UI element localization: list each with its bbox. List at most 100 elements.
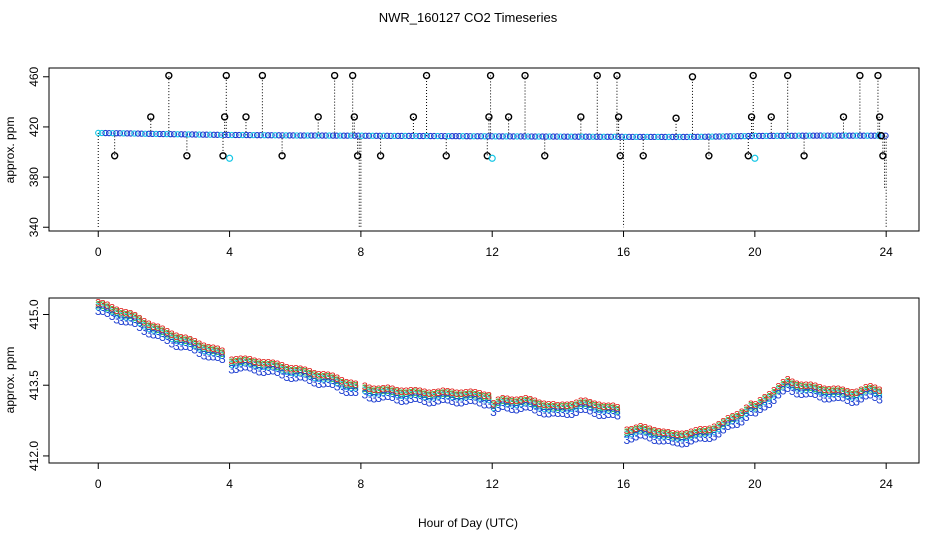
series-main-point: 3 (467, 393, 474, 407)
series-red-point: 3 (316, 369, 322, 381)
series-cyan-point: 3 (284, 366, 290, 378)
series-main-point: 3 (306, 373, 313, 387)
series-main-point: 3 (596, 408, 603, 422)
baseline-point (235, 131, 243, 139)
top-panel-frame (48, 67, 920, 232)
series-main-point: 3 (573, 405, 580, 419)
series-red-point: 3 (160, 324, 166, 336)
baseline-point (152, 130, 160, 138)
series-red-point: 3 (665, 427, 671, 439)
series-red-point: 3 (320, 370, 326, 382)
outlier-point (422, 71, 431, 80)
outlier-point (616, 152, 624, 160)
series-red-point: 3 (205, 342, 211, 354)
series-green-point: 3 (137, 315, 143, 327)
baseline-point (369, 132, 376, 139)
baseline-point (261, 132, 268, 139)
outlier-point (688, 73, 697, 81)
baseline-point (528, 133, 535, 140)
y-tick-label: 412.0 (27, 441, 41, 471)
baseline-point (488, 133, 496, 140)
series-main-point: 3 (228, 363, 235, 377)
baseline-point (188, 131, 196, 138)
series-red-point: 3 (693, 425, 699, 437)
series-main-point: 3 (706, 431, 713, 445)
baseline-point (611, 133, 618, 140)
series-red-point: 3 (826, 384, 832, 396)
baseline-point (539, 133, 546, 140)
series-cyan-point: 3 (688, 431, 694, 443)
series-red-point: 3 (596, 400, 602, 412)
series-green-point: 3 (697, 427, 703, 439)
baseline-point (398, 132, 405, 140)
series-cyan-point: 3 (454, 392, 460, 404)
outlier-point (442, 152, 450, 160)
series-cyan-point: 3 (775, 385, 781, 397)
series-red-point: 3 (835, 384, 841, 396)
series-cyan-point: 3 (233, 358, 239, 370)
series-red-point: 3 (711, 422, 717, 434)
series-red-point: 3 (854, 387, 860, 399)
baseline-point (658, 133, 665, 141)
series-cyan-point: 3 (661, 431, 667, 443)
series-main-point: 3 (159, 330, 166, 344)
series-main-point: 3 (219, 352, 226, 366)
series-cyan-point: 3 (504, 398, 510, 410)
series-red-point: 3 (389, 384, 395, 396)
series-red-point: 3 (798, 380, 804, 392)
series-green-point: 3 (477, 391, 483, 403)
series-red-point: 3 (403, 386, 409, 398)
baseline-point (842, 132, 849, 139)
series-green-point: 3 (775, 383, 781, 395)
series-cyan-point: 3 (592, 403, 598, 415)
series-main-point: 3 (513, 403, 520, 417)
baseline-point (134, 130, 142, 137)
series-cyan-point: 3 (288, 367, 294, 379)
series-red-point: 3 (288, 363, 294, 375)
series-main-point: 3 (430, 395, 437, 409)
series-green-point: 3 (725, 415, 731, 427)
baseline-point (669, 133, 676, 141)
series-cyan-point: 3 (849, 391, 855, 403)
series-green-point: 3 (440, 388, 446, 400)
baseline-point (160, 130, 167, 138)
series-green-point: 3 (720, 418, 726, 430)
series-red-point: 3 (762, 392, 768, 404)
series-cyan-point: 3 (205, 346, 211, 358)
series-green-point: 3 (495, 397, 501, 409)
series-red-point: 3 (743, 403, 749, 415)
series-red-point: 3 (592, 399, 598, 411)
series-red-point: 3 (270, 358, 276, 370)
baseline-point (521, 133, 528, 140)
series-red-point: 3 (697, 425, 703, 437)
series-green-point: 3 (821, 386, 827, 398)
series-green-point: 3 (587, 399, 593, 411)
series-red-point: 3 (385, 383, 391, 395)
series-red-point: 3 (261, 357, 267, 369)
series-green-point: 3 (394, 387, 400, 399)
series-cyan-point: 3 (118, 310, 124, 322)
series-cyan-point: 3 (127, 312, 133, 324)
series-green-point: 3 (808, 382, 814, 394)
series-red-point: 3 (399, 386, 405, 398)
series-red-point: 3 (348, 378, 354, 390)
series-red-point: 3 (210, 343, 216, 355)
series-cyan-point: 3 (339, 379, 345, 391)
series-green-point: 3 (638, 424, 644, 436)
baseline-point (192, 131, 199, 138)
series-cyan-point: 3 (569, 403, 575, 415)
y-tick-label: 415.0 (27, 299, 41, 329)
series-green-point: 3 (647, 426, 653, 438)
series-main-point: 3 (541, 407, 548, 421)
series-green-point: 3 (573, 400, 579, 412)
series-green-point: 3 (408, 387, 414, 399)
series-main-point: 3 (187, 340, 194, 354)
series-red-point: 3 (615, 402, 621, 414)
series-green-point: 3 (472, 389, 478, 401)
outlier-point (672, 114, 680, 122)
series-cyan-point: 3 (173, 335, 179, 347)
series-green-point: 3 (509, 397, 515, 409)
baseline-point (116, 130, 124, 137)
series-cyan-point: 3 (601, 405, 607, 417)
series-red-point: 3 (104, 300, 110, 312)
